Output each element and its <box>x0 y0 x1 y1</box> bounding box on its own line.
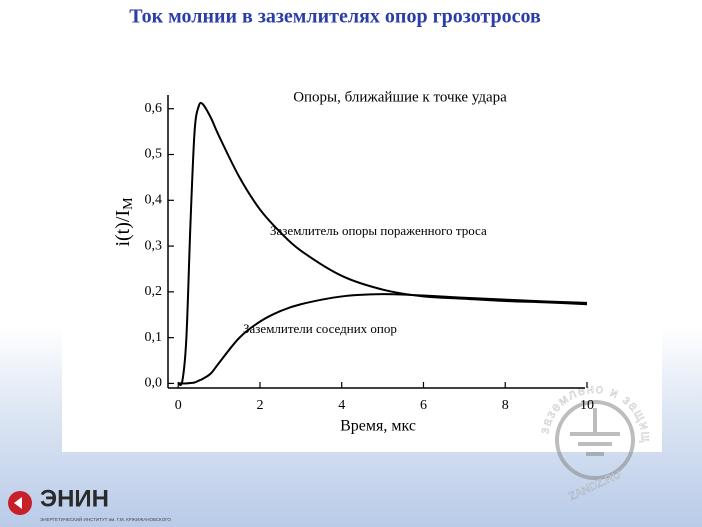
slide-title: Ток молнии в заземлителях опор грозотрос… <box>129 6 541 28</box>
series-label: Заземлители соседних опор <box>243 321 397 336</box>
x-tick-label: 6 <box>420 398 427 413</box>
logo-caption: ЭНЕРГЕТИЧЕСКИЙ ИНСТИТУТ им. Г.М. КРЖИЖАН… <box>40 515 171 522</box>
y-tick-label: 0,2 <box>145 284 163 299</box>
y-tick-label: 0,6 <box>145 101 163 116</box>
x-tick-label: 8 <box>502 398 509 413</box>
logo: ЭНИН ЭНЕРГЕТИЧЕСКИЙ ИНСТИТУТ им. Г.М. КР… <box>8 485 171 522</box>
x-tick-label: 0 <box>175 398 182 413</box>
y-tick-label: 0,0 <box>145 376 163 391</box>
y-tick-label: 0,5 <box>145 147 163 162</box>
watermark-ring <box>555 400 635 480</box>
x-axis-label: Время, мкс <box>340 418 416 435</box>
y-axis-label-main: i(t)/I <box>112 210 134 247</box>
y-axis-label-group: i(t)/IM <box>112 197 137 247</box>
logo-text: ЭНИН <box>40 485 109 512</box>
y-tick-label: 0,4 <box>145 193 163 208</box>
y-axis-label: i(t)/IM <box>112 197 137 247</box>
series-line <box>178 293 588 385</box>
series-label: Заземлитель опоры пораженного троса <box>270 223 487 238</box>
chart-subtitle: Опоры, ближайшие к точке удара <box>293 89 507 105</box>
y-axis-label-sub: M <box>121 197 136 210</box>
chart-background <box>62 37 662 452</box>
x-tick-label: 10 <box>580 398 594 413</box>
y-tick-label: 0,1 <box>145 330 163 345</box>
y-tick-label: 0,3 <box>145 238 163 253</box>
x-tick-label: 2 <box>256 398 263 413</box>
logo-arrow <box>14 497 22 509</box>
x-tick-label: 4 <box>338 398 345 413</box>
